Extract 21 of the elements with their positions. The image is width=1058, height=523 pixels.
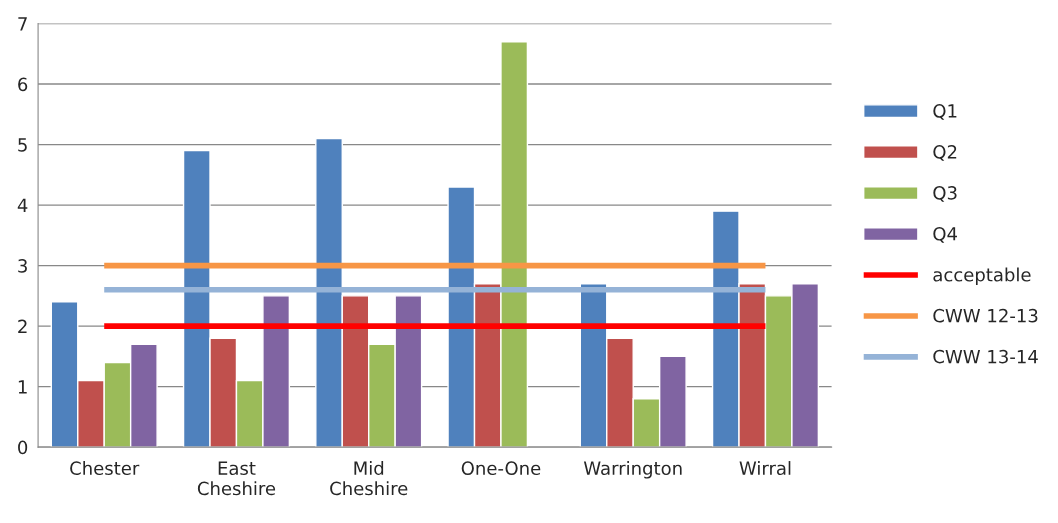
legend-label: CWW 12-13 (933, 308, 1038, 323)
legend-label: Q1 (933, 104, 957, 120)
legend-label: Q4 (933, 226, 958, 243)
y-tick-label: 0 (18, 440, 28, 455)
y-tick-label: 7 (18, 17, 27, 31)
legend-label: Q3 (933, 185, 957, 202)
x-tick-label: Chester (70, 461, 140, 476)
legend-label: CWW 13-14 (933, 349, 1038, 364)
x-tick-label: Wirral (739, 461, 791, 476)
legend-label: acceptable (933, 267, 1031, 286)
legend-label: Q2 (933, 145, 957, 161)
y-tick-label: 5 (18, 138, 27, 152)
y-tick-label: 2 (18, 319, 27, 333)
x-tick-label: Warrington (583, 461, 682, 479)
x-tick-label: East Cheshire (197, 461, 276, 496)
y-tick-label: 1 (18, 380, 27, 394)
y-tick-label: 6 (18, 77, 28, 92)
y-tick-label: 4 (17, 198, 28, 212)
x-tick-label: Mid Cheshire (330, 461, 408, 496)
x-tick-label: One-One (461, 461, 541, 476)
y-tick-label: 3 (18, 259, 27, 273)
